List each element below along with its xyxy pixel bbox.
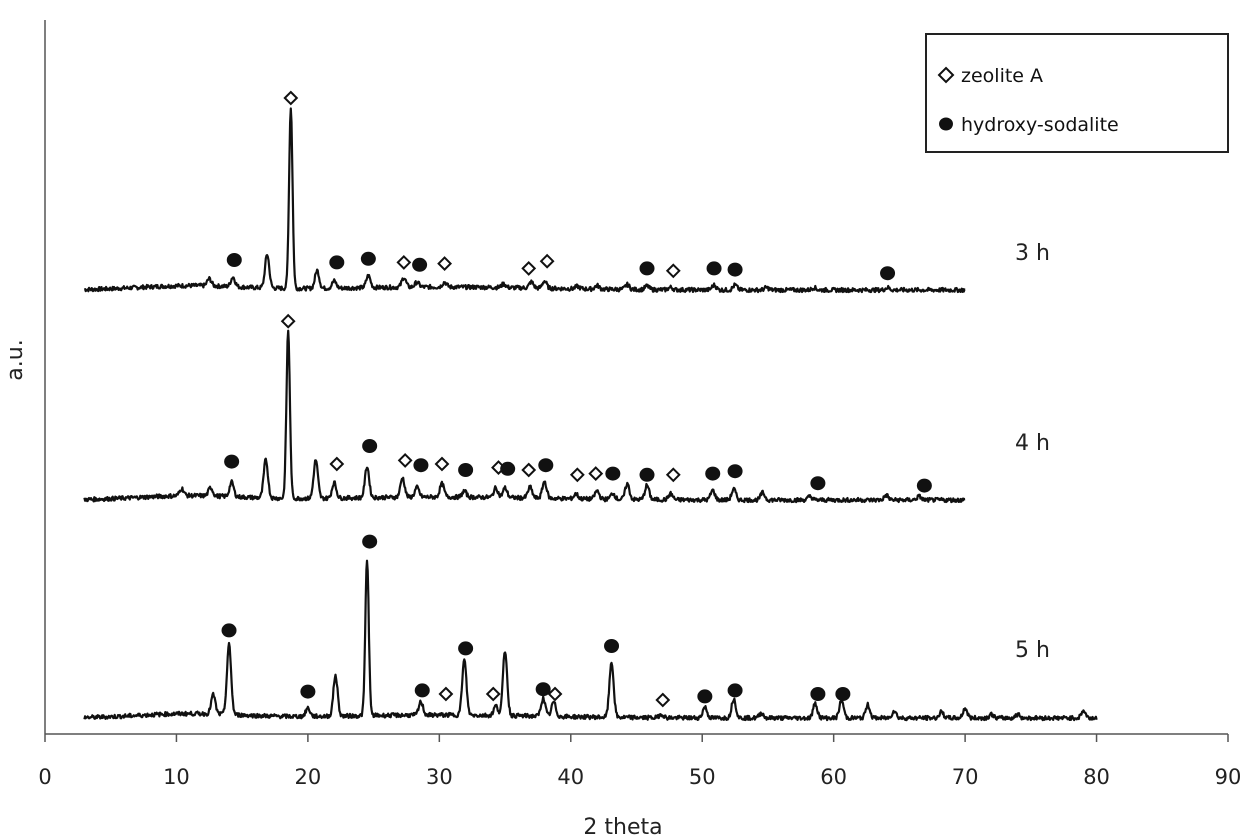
legend-dot-icon [939,117,953,131]
zeolite-peak-marker [665,467,681,483]
x-tick-label: 10 [163,765,190,789]
sodalite-peak-marker [538,458,554,473]
series-line-5h [83,559,1098,722]
zeolite-peak-marker [569,467,585,483]
zeolite-peak-marker [329,456,345,472]
zeolite-peak-marker [547,686,563,702]
series-layer [83,107,1098,722]
zeolite-peak-marker [539,253,555,269]
x-tick-label: 20 [295,765,322,789]
sodalite-peak-marker [705,466,721,481]
sodalite-peak-marker [535,682,551,697]
sodalite-peak-marker [727,464,743,479]
legend-label-hydroxy-sodalite: hydroxy-sodalite [961,114,1119,136]
zeolite-peak-marker [521,260,537,276]
zeolite-peak-marker [434,456,450,472]
x-tick-label: 70 [952,765,979,789]
zeolite-peak-marker [521,462,537,478]
sodalite-peak-marker [605,466,621,481]
series-label-4h: 4 h [1015,431,1050,456]
x-tick-label: 40 [557,765,584,789]
x-axis-title: 2 theta [583,815,662,840]
x-tick-label: 50 [689,765,716,789]
sodalite-peak-marker [810,476,826,491]
x-tick-label: 30 [426,765,453,789]
sodalite-peak-marker [835,687,851,701]
sodalite-peak-marker [362,439,378,453]
series-line-3h [83,107,966,294]
sodalite-peak-marker [413,458,429,473]
sodalite-peak-marker [500,461,516,476]
x-axis-ticks: 0 10 20 30 40 50 60 70 80 90 [38,734,1241,789]
sodalite-peak-marker [639,261,655,276]
y-axis-title: a.u. [3,339,28,380]
series-label-3h: 3 h [1015,241,1050,266]
zeolite-peak-marker [665,263,681,279]
sodalite-peak-marker [880,266,896,281]
series-line-4h [83,329,966,504]
sodalite-peak-marker [360,251,376,266]
sodalite-peak-marker [221,623,237,638]
sodalite-peak-marker [458,463,474,477]
sodalite-peak-marker [458,641,474,656]
legend-box [925,33,1229,153]
zeolite-peak-marker [485,686,501,702]
series-label-5h: 5 h [1015,638,1050,663]
sodalite-peak-marker [916,478,932,493]
legend-label-zeolite-a: zeolite A [961,65,1043,87]
zeolite-peak-marker [437,256,453,272]
series-labels: 3 h 4 h 5 h [1015,241,1050,663]
sodalite-peak-marker [412,257,428,272]
sodalite-peak-marker [639,467,655,482]
sodalite-peak-marker [810,687,826,701]
zeolite-peak-marker [438,686,454,702]
zeolite-peak-marker [588,466,604,482]
peak-markers-layer [221,90,932,708]
sodalite-peak-marker [604,639,620,653]
sodalite-peak-marker [727,262,743,277]
sodalite-peak-marker [414,683,430,698]
sodalite-peak-marker [329,255,345,270]
zeolite-peak-marker [283,90,299,106]
x-tick-label: 0 [38,765,51,789]
zeolite-peak-marker [396,254,412,270]
sodalite-peak-marker [300,684,316,699]
sodalite-peak-marker [727,683,743,698]
sodalite-peak-marker [224,454,240,469]
x-tick-label: 90 [1215,765,1242,789]
x-tick-label: 80 [1083,765,1110,789]
sodalite-peak-marker [362,534,378,549]
sodalite-peak-marker [706,261,722,276]
legend-diamond-icon [937,66,955,84]
x-tick-label: 60 [820,765,847,789]
zeolite-peak-marker [655,692,671,708]
sodalite-peak-marker [697,689,713,704]
zeolite-peak-marker [397,452,413,468]
legend: zeolite A hydroxy-sodalite [925,33,1229,153]
zeolite-peak-marker [280,313,296,329]
sodalite-peak-marker [226,253,242,267]
